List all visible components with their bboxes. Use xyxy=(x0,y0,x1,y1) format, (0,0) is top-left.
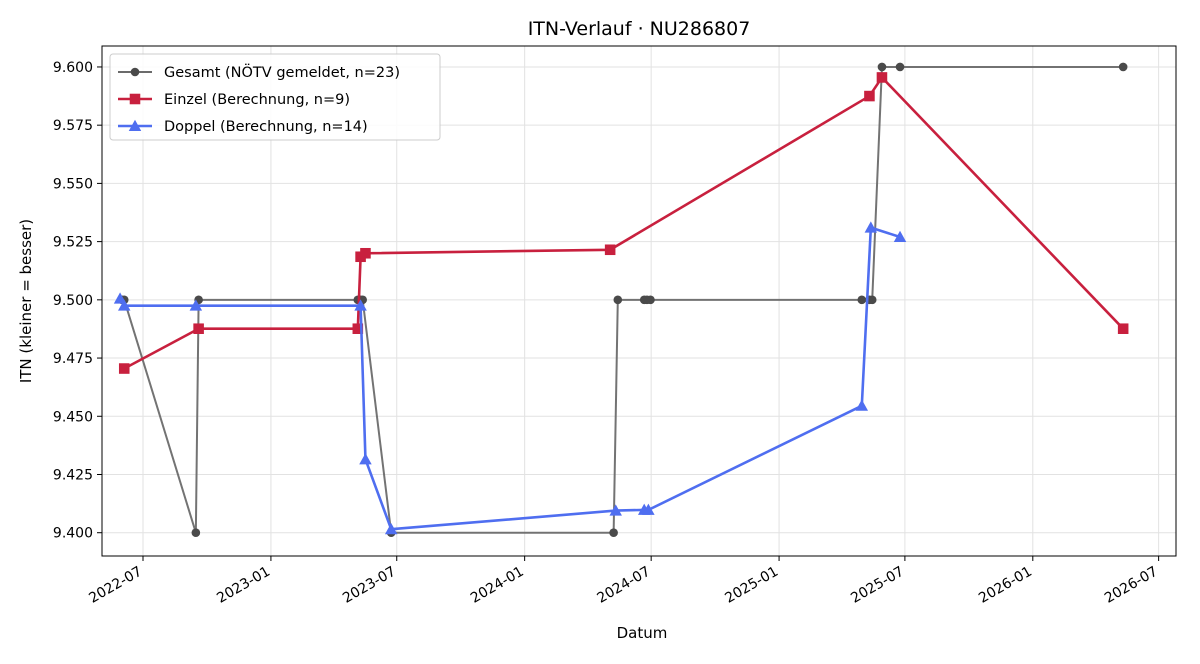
data-point xyxy=(384,522,398,535)
data-point xyxy=(604,244,616,256)
series-1 xyxy=(118,72,1129,374)
series-2 xyxy=(113,221,907,535)
y-tick-label: 9.575 xyxy=(53,118,93,134)
data-point xyxy=(118,299,131,311)
data-point xyxy=(609,528,618,538)
data-point xyxy=(855,399,869,411)
data-point xyxy=(642,503,655,515)
legend-swatch-marker xyxy=(128,119,142,131)
data-point xyxy=(191,528,201,538)
data-point xyxy=(1117,323,1129,334)
data-point xyxy=(193,323,204,334)
legend-swatch-marker xyxy=(129,93,141,105)
data-point xyxy=(359,453,372,465)
data-point xyxy=(189,299,203,311)
plot-frame xyxy=(101,45,1177,557)
data-point xyxy=(857,295,867,305)
legend-swatch-marker xyxy=(130,67,140,77)
data-point xyxy=(613,295,623,305)
chart-title: ITN-Verlauf · NU286807 xyxy=(528,18,751,40)
y-tick-label: 9.500 xyxy=(53,293,93,309)
y-tick-label: 9.450 xyxy=(53,409,93,425)
y-tick-label: 9.425 xyxy=(53,467,93,483)
legend: Gesamt (NÖTV gemeldet, n=23) Einzel (Bere… xyxy=(109,53,441,141)
data-point xyxy=(1118,62,1128,72)
y-tick-label: 9.400 xyxy=(53,526,93,542)
legend-label: Doppel (Berechnung, n=14) xyxy=(164,119,368,135)
data-point xyxy=(864,90,875,102)
y-tick-label: 9.600 xyxy=(53,60,93,76)
data-point xyxy=(646,295,655,305)
data-point xyxy=(118,363,130,374)
data-point xyxy=(893,230,907,242)
series-layer xyxy=(113,62,1129,538)
data-point xyxy=(113,292,127,304)
y-axis-label: ITN (kleiner = besser) xyxy=(17,219,35,383)
y-axis: 9.400 9.425 9.450 9.475 9.500 9.525 9.550 9.575… xyxy=(53,60,102,542)
legend-box xyxy=(109,53,441,141)
data-point xyxy=(354,299,367,311)
data-point xyxy=(609,504,622,516)
series-line xyxy=(118,226,901,531)
data-point xyxy=(352,323,364,334)
data-point xyxy=(876,72,888,83)
y-tick-label: 9.475 xyxy=(53,351,93,367)
y-tick-label: 9.525 xyxy=(53,235,93,251)
legend-label: Gesamt (NÖTV gemeldet, n=23) xyxy=(164,63,400,81)
data-point xyxy=(877,62,887,72)
data-point xyxy=(867,295,877,305)
data-point xyxy=(360,247,371,259)
x-axis-label: Datum xyxy=(617,624,668,642)
legend-label: Einzel (Berechnung, n=9) xyxy=(164,92,350,108)
data-point xyxy=(895,62,905,72)
y-tick-label: 9.550 xyxy=(53,176,93,192)
data-point xyxy=(864,221,878,233)
